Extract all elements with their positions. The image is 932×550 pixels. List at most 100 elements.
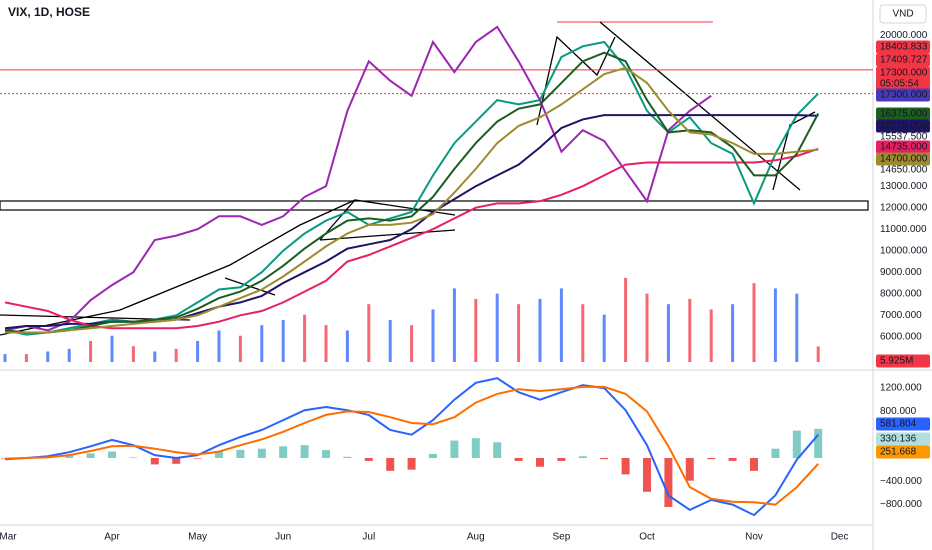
histogram-bar: [236, 449, 245, 458]
volume-bar: [795, 293, 799, 362]
volume-bar: [602, 314, 606, 362]
price-tag-label: 330.136: [880, 434, 917, 445]
volume-bar: [709, 309, 713, 362]
volume-bar: [645, 293, 649, 362]
volume-bar: [89, 340, 93, 362]
x-tick-label: Nov: [745, 532, 763, 543]
currency-label[interactable]: VND: [892, 9, 913, 20]
volume-bar: [559, 288, 563, 362]
price-tag-label: 16375.000: [880, 109, 928, 120]
histogram-bar: [707, 457, 716, 460]
histogram-bar: [300, 445, 309, 458]
symbol-title: VIX, 1D, HOSE: [8, 5, 90, 19]
volume-bar: [345, 330, 349, 362]
histogram-bar: [386, 457, 395, 471]
volume-bar: [452, 288, 456, 362]
price-tag-label: 18403.833: [880, 42, 928, 53]
histogram-bar: [279, 446, 288, 458]
y-tick-label: 6000.000: [880, 331, 922, 342]
volume-bar: [773, 288, 777, 362]
volume-bar: [3, 354, 7, 362]
histogram-bar: [65, 455, 74, 458]
price-tag-label: 15537.500: [880, 132, 928, 143]
y-tick-label: 7000.000: [880, 310, 922, 321]
price-tag-label: 14735.000: [880, 142, 928, 153]
price-tag-bg: [876, 140, 930, 154]
trend-line: [536, 35, 616, 126]
volume-bar: [260, 325, 264, 362]
x-tick-label: Sep: [553, 532, 571, 543]
price-tag-bg: [876, 53, 930, 67]
histogram-bar: [792, 430, 801, 458]
x-tick-label: Aug: [467, 532, 485, 543]
price-tag-label: 17300.000: [880, 68, 928, 79]
volume-bar: [538, 298, 542, 362]
histogram-bar: [322, 450, 330, 458]
histogram-bar: [193, 457, 202, 459]
price-tag-bg: [876, 445, 930, 459]
y-tick-label: −800.000: [880, 499, 922, 510]
price-tag-bg: [876, 88, 930, 102]
histogram-bar: [600, 457, 609, 460]
volume-bar: [752, 283, 756, 362]
volume-bar: [816, 346, 820, 362]
volume-bar: [196, 340, 200, 362]
histogram-bar: [172, 457, 181, 464]
price-tag-label: 17409.727: [880, 55, 928, 66]
price-tag-bg: [876, 66, 930, 80]
price-tag-label: 17300.000: [880, 90, 928, 101]
y-tick-label: 12000.000: [880, 202, 928, 213]
series-line: [4, 385, 819, 506]
series-line: [4, 25, 712, 332]
price-tag-label: 5.925M: [880, 356, 913, 367]
volume-bar: [581, 304, 585, 362]
volume-bar: [517, 304, 521, 362]
price-tag-bg: [876, 432, 930, 446]
y-tick-label: 9000.000: [880, 267, 922, 278]
histogram-bar: [750, 457, 758, 471]
x-tick-label: Mar: [0, 532, 17, 543]
price-tag-label: 05:05:54: [880, 79, 919, 90]
histogram-bar: [86, 453, 95, 458]
y-tick-label: 8000.000: [880, 288, 922, 299]
histogram-bar: [814, 428, 823, 458]
volume-bar: [367, 304, 371, 362]
histogram-bar: [771, 448, 780, 458]
x-tick-label: Apr: [104, 532, 120, 543]
histogram-bar: [108, 451, 116, 458]
volume-bar: [431, 309, 435, 362]
histogram-bar: [429, 453, 437, 458]
x-tick-label: Jun: [275, 532, 291, 543]
price-tag-bg: [876, 119, 930, 133]
histogram-bar: [643, 457, 651, 492]
histogram-bar: [557, 457, 566, 461]
series-line: [4, 51, 820, 334]
volume-bar: [324, 325, 328, 362]
trend-line: [319, 199, 456, 241]
volume-bar: [495, 293, 499, 362]
volume-bar: [666, 304, 670, 362]
currency-box[interactable]: [879, 4, 927, 24]
volume-bar: [624, 277, 628, 362]
histogram-bar: [364, 457, 373, 461]
histogram-bar: [514, 457, 523, 461]
volume-bar: [153, 351, 157, 362]
histogram-bar: [450, 440, 459, 458]
histogram-bar: [407, 457, 416, 470]
price-tag-bg: [876, 354, 930, 368]
volume-bar: [131, 346, 135, 362]
volume-bar: [217, 330, 221, 362]
volume-bar: [303, 314, 307, 362]
price-tag-bg: [876, 152, 930, 166]
volume-bar: [110, 335, 114, 362]
price-tag-label: 16275.000: [880, 121, 928, 132]
y-tick-label: −400.000: [880, 476, 922, 487]
histogram-bar: [257, 448, 266, 458]
trend-line: [319, 229, 456, 241]
volume-bar: [281, 319, 285, 362]
volume-bar: [67, 348, 71, 362]
histogram-bar: [664, 457, 673, 507]
histogram-bar: [129, 457, 138, 458]
y-tick-label: 1200.000: [880, 383, 922, 394]
